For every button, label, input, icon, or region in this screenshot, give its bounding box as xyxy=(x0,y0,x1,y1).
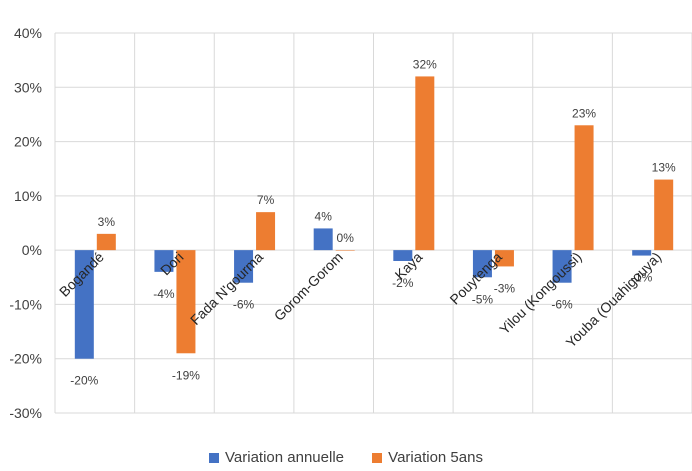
y-tick-label: 10% xyxy=(14,188,42,204)
category-label: Gorom-Gorom xyxy=(271,249,346,324)
data-label: -1% xyxy=(631,271,653,285)
bar-5ans xyxy=(176,250,196,354)
y-tick-label: -10% xyxy=(9,296,42,312)
data-label: 3% xyxy=(98,215,116,229)
bar-5ans xyxy=(415,76,435,251)
legend-swatch-5ans xyxy=(372,452,383,463)
legend: Variation annuelle Variation 5ans xyxy=(0,449,692,467)
bars xyxy=(74,76,674,359)
bar-annual xyxy=(154,250,174,272)
bar-5ans xyxy=(96,233,116,251)
data-label: -20% xyxy=(70,374,98,388)
y-tick-label: 0% xyxy=(22,242,42,258)
legend-label-annual: Variation annuelle xyxy=(225,449,344,466)
data-label: -4% xyxy=(153,287,175,301)
data-label: 32% xyxy=(413,57,437,71)
data-label: -6% xyxy=(233,298,255,312)
data-label: -5% xyxy=(472,292,494,306)
bar-5ans xyxy=(654,179,674,251)
bar-annual xyxy=(632,250,652,256)
data-label: 4% xyxy=(315,209,333,223)
data-label: -3% xyxy=(494,281,516,295)
data-label: -6% xyxy=(551,298,573,312)
bar-5ans xyxy=(574,125,594,251)
category-label: Fada N'gourma xyxy=(187,249,266,328)
bar-5ans xyxy=(335,250,355,251)
legend-label-5ans: Variation 5ans xyxy=(388,449,483,466)
bar-annual xyxy=(393,250,413,261)
y-tick-label: -20% xyxy=(9,351,42,367)
bar-annual xyxy=(313,228,333,251)
bar-annual xyxy=(74,250,94,359)
bar-annual xyxy=(472,250,492,278)
data-label: -19% xyxy=(172,368,200,382)
bar-5ans xyxy=(494,250,514,267)
data-label: 23% xyxy=(572,106,596,120)
data-labels: -20% -4% -6% 4% -2% -5% -6% -1% 3% -19% 7% 0% 32% -3%… xyxy=(70,57,676,387)
data-label: 13% xyxy=(652,161,676,175)
legend-item-5ans: Variation 5ans xyxy=(372,449,483,466)
bar-annual xyxy=(552,250,572,283)
bar-5ans xyxy=(256,212,276,251)
data-label: 7% xyxy=(257,193,275,207)
y-tick-label: 40% xyxy=(14,25,42,41)
category-labels: Bogandé Dori Fada N'gourma Gorom-Gorom Kaya P… xyxy=(56,249,664,351)
legend-item-annual: Variation annuelle xyxy=(209,449,344,466)
y-tick-label: 20% xyxy=(14,134,42,150)
y-axis-tick-labels: 40% 30% 20% 10% 0% -10% -20% -30% xyxy=(9,25,42,421)
y-tick-label: 30% xyxy=(14,79,42,95)
bar-chart: 40%30%20%10%0%-10%-20%-30% -20%-4%-6%4%-… xyxy=(9,25,692,421)
bar-annual xyxy=(234,250,254,283)
y-tick-label: -30% xyxy=(9,405,42,421)
data-label: -2% xyxy=(392,276,414,290)
data-label: 0% xyxy=(337,231,355,245)
legend-swatch-annual xyxy=(209,452,220,463)
gridlines xyxy=(54,32,692,414)
